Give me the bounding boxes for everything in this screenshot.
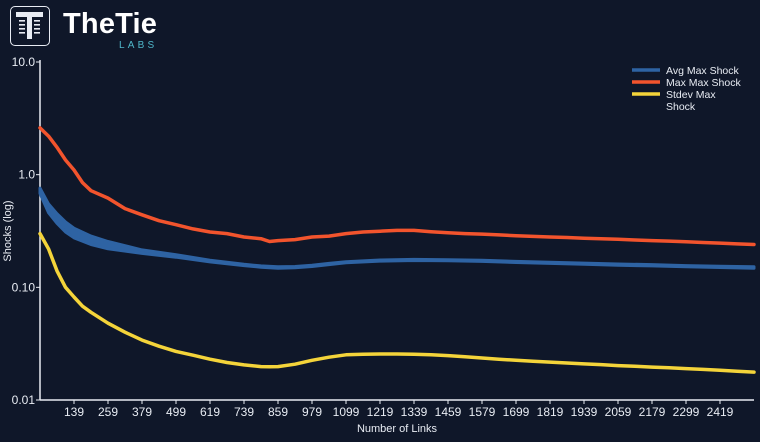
series-band-0 <box>38 186 756 270</box>
x-tick-label: 2179 <box>639 405 666 419</box>
brand-name: TheTie <box>63 8 158 40</box>
x-tick-label: 1339 <box>401 405 428 419</box>
x-tick-label: 2419 <box>707 405 734 419</box>
x-axis-label: Number of Links <box>357 423 438 435</box>
logo-t-icon <box>16 12 43 39</box>
x-tick-label: 1699 <box>503 405 530 419</box>
x-tick-label: 259 <box>98 405 118 419</box>
x-tick-label: 1579 <box>469 405 496 419</box>
x-tick-label: 619 <box>200 405 220 419</box>
legend-label-2: Stdev Max Shock <box>666 89 716 113</box>
y-axis-label: Shocks (log) <box>2 200 14 261</box>
y-tick-label: 10.0 <box>12 55 36 69</box>
thetie-logo <box>10 6 50 46</box>
x-tick-label: 1459 <box>435 405 462 419</box>
brand-subtitle: LABS <box>119 40 158 51</box>
x-tick-label: 379 <box>132 405 152 419</box>
x-tick-label: 139 <box>64 405 84 419</box>
y-tick-label: 1.0 <box>18 168 35 182</box>
x-tick-label: 979 <box>302 405 322 419</box>
x-tick-label: 1819 <box>537 405 564 419</box>
x-tick-label: 2059 <box>605 405 632 419</box>
legend-label-0: Avg Max Shock <box>666 65 740 77</box>
x-tick-label: 1219 <box>367 405 394 419</box>
series-line-2 <box>38 231 756 374</box>
y-tick-label: 0.10 <box>12 280 36 294</box>
x-tick-label: 859 <box>268 405 288 419</box>
series-line-1 <box>38 126 756 247</box>
x-tick-label: 499 <box>166 405 186 419</box>
x-tick-label: 1099 <box>333 405 360 419</box>
x-tick-label: 739 <box>234 405 254 419</box>
x-tick-label: 1939 <box>571 405 598 419</box>
y-tick-label: 0.01 <box>12 393 36 407</box>
legend-label-1: Max Max Shock <box>666 77 741 89</box>
x-tick-label: 2299 <box>673 405 700 419</box>
